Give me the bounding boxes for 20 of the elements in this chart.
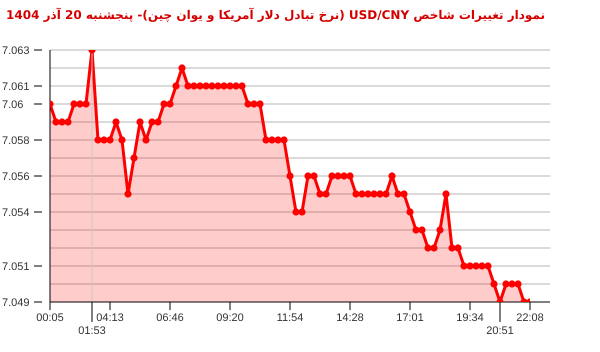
x-tick-label: 11:54 (276, 312, 304, 324)
x-tick-label: 17:01 (396, 312, 424, 324)
y-tick-label: 7.051 (2, 261, 30, 273)
x-tick-label: 00:05 (36, 312, 64, 324)
x-tick-label: 01:53 (78, 325, 106, 337)
x-tick-label: 09:20 (216, 312, 244, 324)
x-tick-label: 04:13 (96, 312, 124, 324)
x-tick-label: 06:46 (156, 312, 184, 324)
y-tick-label: 7.063 (2, 45, 30, 57)
y-tick-label: 7.056 (2, 171, 30, 183)
y-tick-label: 7.058 (2, 135, 30, 147)
x-tick-label: 14:28 (336, 312, 364, 324)
y-tick-label: 7.06 (2, 99, 24, 111)
chart-title: نمودار تغییرات شاخص USD/CNY (نرخ تبادل دلار آمریکا و یوان چین)- پنجشنبه 20 آذر 1404 (5, 8, 545, 22)
x-tick-label: 20:51 (486, 325, 514, 337)
y-tick-label: 7.061 (2, 81, 30, 93)
x-tick-label: 22:08 (516, 312, 544, 324)
y-tick-label: 7.054 (2, 207, 30, 219)
y-tick-label: 7.049 (2, 297, 30, 309)
x-tick-label: 19:34 (456, 312, 484, 324)
